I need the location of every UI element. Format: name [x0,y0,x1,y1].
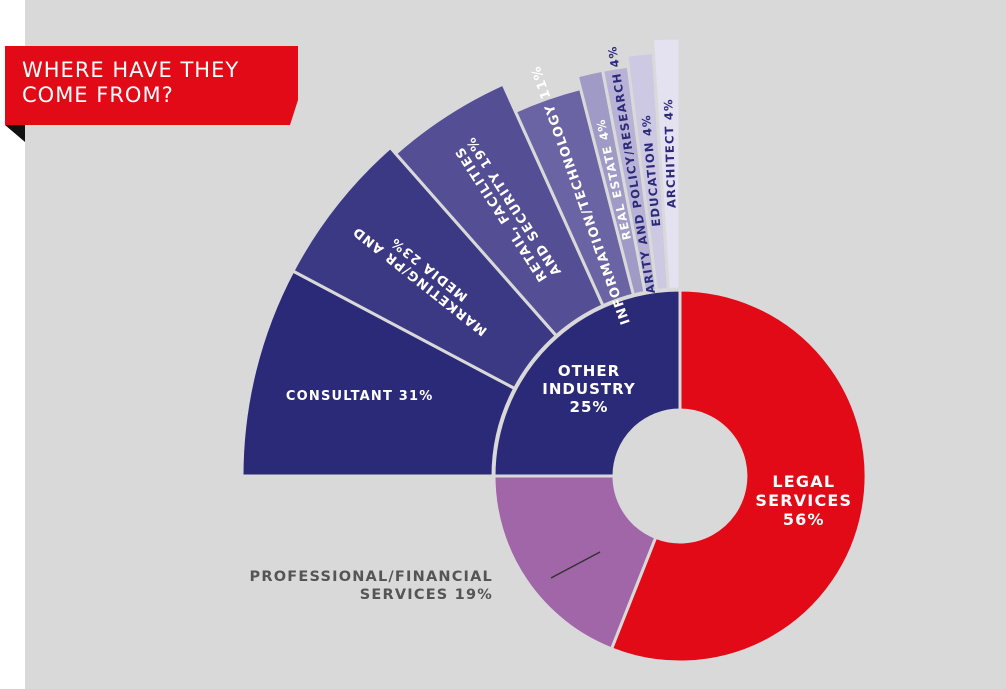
donut-chart [492,288,868,664]
fan-label-consultant-31: CONSULTANT 31% [286,389,434,404]
legal-services-label-line-3: 56% [783,510,825,529]
banner-background [5,46,298,125]
fan-label-architect-4: ARCHITECT 4% [661,98,678,208]
donut-slice-legal-services [609,288,868,664]
title-line-1: WHERE HAVE THEY [22,58,240,82]
title-line-2: COME FROM? [22,83,174,107]
donut-slice-other-industry [492,288,682,478]
legal-services-label-line-2: SERVICES [755,491,852,510]
professional-services-leader-line [550,551,601,579]
title-banner [5,46,298,142]
donut-slice-professional-financial-services [492,474,658,651]
legal-services-label-line-1: LEGAL [772,472,835,491]
professional-services-label-line-1: PROFESSIONAL/FINANCIAL [250,569,493,585]
banner-fold [5,125,25,142]
other-industry-label-line-1: OTHER [558,362,620,380]
other-industry-label-line-2: INDUSTRY [542,380,636,398]
page-title: WHERE HAVE THEY COME FROM? [22,58,239,108]
other-industry-label-line-3: 25% [570,398,609,416]
professional-services-label-line-2: SERVICES 19% [360,587,493,603]
